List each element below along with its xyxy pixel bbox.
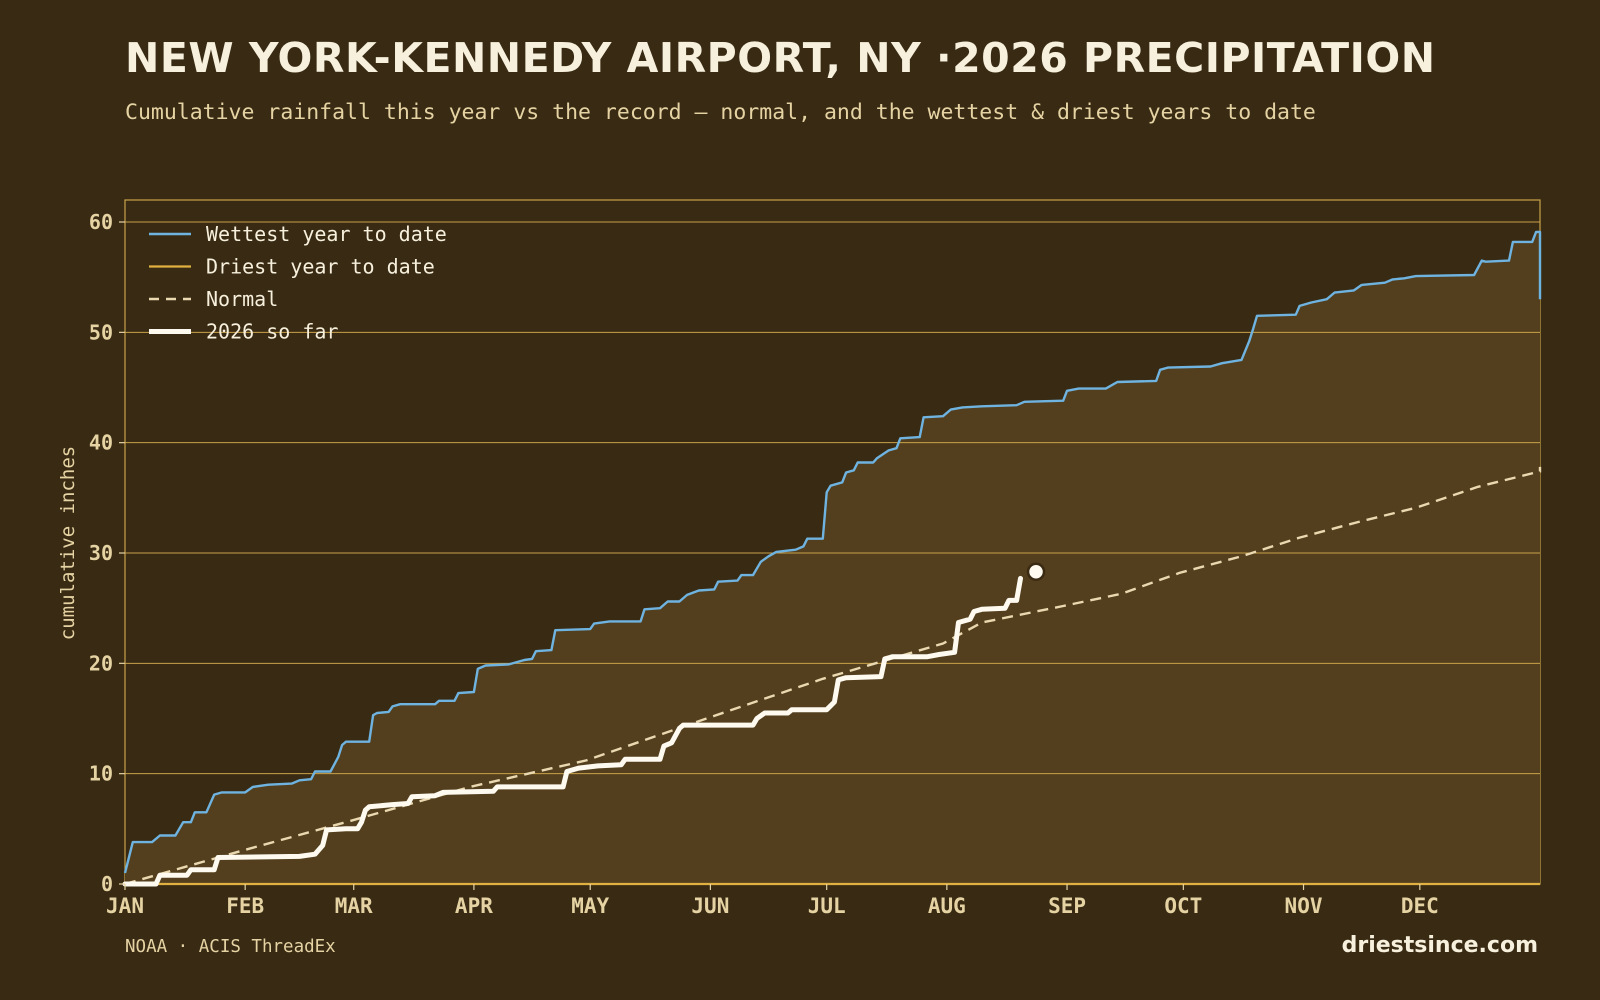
x-tick-label: FEB (226, 894, 264, 918)
y-tick-label: 10 (89, 762, 113, 786)
brand-link[interactable]: driestsince.com (1341, 933, 1538, 958)
x-tick-label: NOV (1285, 894, 1323, 918)
legend-label: 2026 so far (206, 320, 338, 344)
series (122, 230, 1542, 887)
x-tick-label: MAR (335, 894, 373, 918)
x-tick-label: APR (455, 894, 493, 918)
x-tick-label: DEC (1401, 894, 1439, 918)
current-year-marker (1026, 562, 1046, 582)
normal-line (124, 466, 1542, 886)
y-tick-label: 40 (89, 431, 113, 455)
wet-dry-band (125, 231, 1540, 884)
x-tick-label: SEP (1048, 894, 1086, 918)
legend-label: Wettest year to date (206, 222, 447, 246)
range-band (125, 231, 1540, 884)
grid (125, 221, 1540, 885)
legend: Wettest year to date Driest year to date N… (149, 222, 447, 344)
y-tick-label: 50 (89, 320, 113, 344)
chart-subtitle: Cumulative rainfall this year vs the rec… (125, 100, 1316, 125)
legend-label: Driest year to date (206, 255, 435, 279)
chart-title: NEW YORK-KENNEDY AIRPORT, NY ·2026 PRECI… (125, 34, 1436, 82)
y-tick-label: 60 (89, 210, 113, 234)
source-credit: NOAA · ACIS ThreadEx (125, 937, 336, 957)
y-tick-label: 20 (89, 651, 113, 675)
y-tick-label: 0 (101, 872, 113, 896)
axes: 0 10 20 30 40 50 60 JAN FEB MAR APR MAY JUN JUL AUG SEP… (57, 210, 1439, 918)
y-axis-label: cumulative inches (57, 446, 79, 640)
x-tick-label: JUN (691, 894, 729, 918)
legend-label: Normal (206, 287, 278, 311)
x-tick-label: AUG (928, 894, 966, 918)
x-tick-label: JUL (808, 894, 846, 918)
x-tick-label: OCT (1164, 894, 1202, 918)
y-tick-label: 30 (89, 541, 113, 565)
wettest-line (123, 230, 1542, 874)
x-tick-label: JAN (106, 894, 144, 918)
x-tick-label: MAY (571, 894, 609, 918)
current-year-line (122, 575, 1023, 887)
